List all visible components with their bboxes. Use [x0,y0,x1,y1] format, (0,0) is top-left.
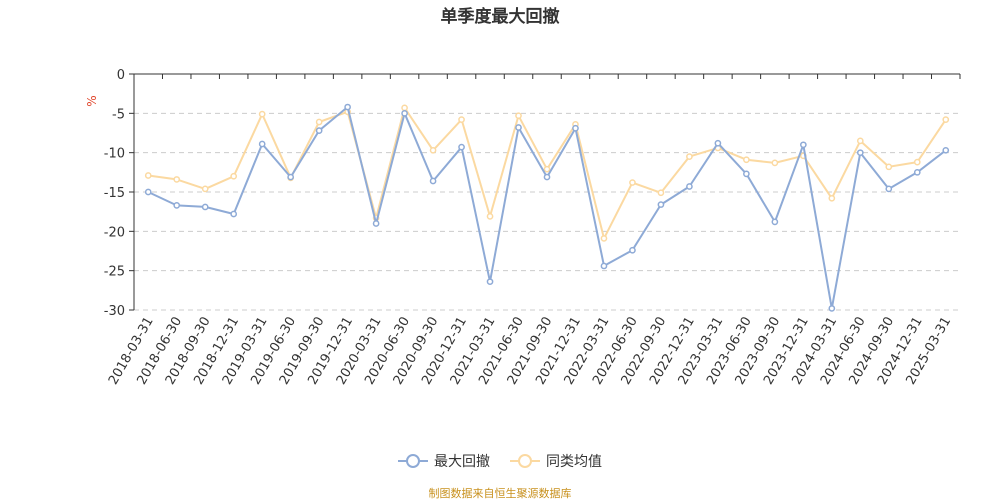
data-point [828,194,836,202]
data-point [287,173,295,181]
data-point [486,213,494,220]
grid-lines [134,112,960,311]
data-point [543,173,551,181]
data-point [714,139,722,147]
legend-swatch-marker [406,454,420,468]
series-line [148,106,947,240]
legend: 最大回撤 同类均值 [398,454,602,470]
y-tick-label: -30 [104,304,125,319]
data-point [173,202,181,209]
data-point [486,278,494,286]
data-point [315,127,323,134]
data-point [771,159,779,167]
data-point [230,172,238,180]
data-point [429,146,437,154]
data-point [515,124,522,131]
series-line [147,106,947,310]
data-point [743,170,750,178]
data-point [458,143,465,151]
data-point [686,183,693,190]
y-tick-label: -20 [104,225,125,240]
legend-swatch-marker [518,454,532,468]
data-point [372,220,380,227]
data-point [771,218,779,226]
data-point [315,118,323,126]
y-tick-label: -25 [104,265,125,280]
data-point [201,203,209,211]
y-axis-unit: % [85,95,99,106]
data-point [173,176,181,183]
data-point [657,201,665,208]
data-point [686,153,693,160]
data-point [885,163,893,171]
chart-title: 单季度最大回撤 [441,6,560,27]
y-tick-label: -5 [112,107,125,122]
data-point [942,116,950,123]
data-point [600,262,608,270]
data-point [913,158,921,166]
data-point [629,246,636,254]
data-point [230,210,238,218]
data-point [543,165,551,173]
y-tick-label: -10 [104,147,125,162]
data-point [743,156,750,164]
data-point [429,177,437,185]
legend-label: 同类均值 [546,454,602,470]
data-point [258,140,266,148]
data-point [144,172,152,179]
data-point [344,103,351,111]
series-lines [144,103,950,312]
data-point [458,116,465,123]
data-point [201,185,209,193]
data-point [799,141,807,149]
y-tick-label: -15 [104,186,125,201]
data-point [856,137,864,145]
data-point [913,168,921,176]
data-point [515,112,522,120]
data-point [657,189,665,197]
data-point [572,124,579,132]
data-point [942,146,950,154]
data-point [629,179,636,186]
source-note: 制图数据来自恒生聚源数据库 [429,486,572,500]
axes: 0-5-10-15-20-25-302018-03-312018-06-3020… [104,68,961,387]
data-point [401,109,408,117]
data-point [401,104,408,112]
y-tick-label: 0 [117,68,125,83]
data-point [885,185,893,193]
data-point [258,110,266,118]
data-point [856,149,864,157]
data-point [828,305,836,312]
data-point [600,235,608,242]
legend-label: 最大回撤 [434,454,490,470]
data-point [144,188,152,196]
